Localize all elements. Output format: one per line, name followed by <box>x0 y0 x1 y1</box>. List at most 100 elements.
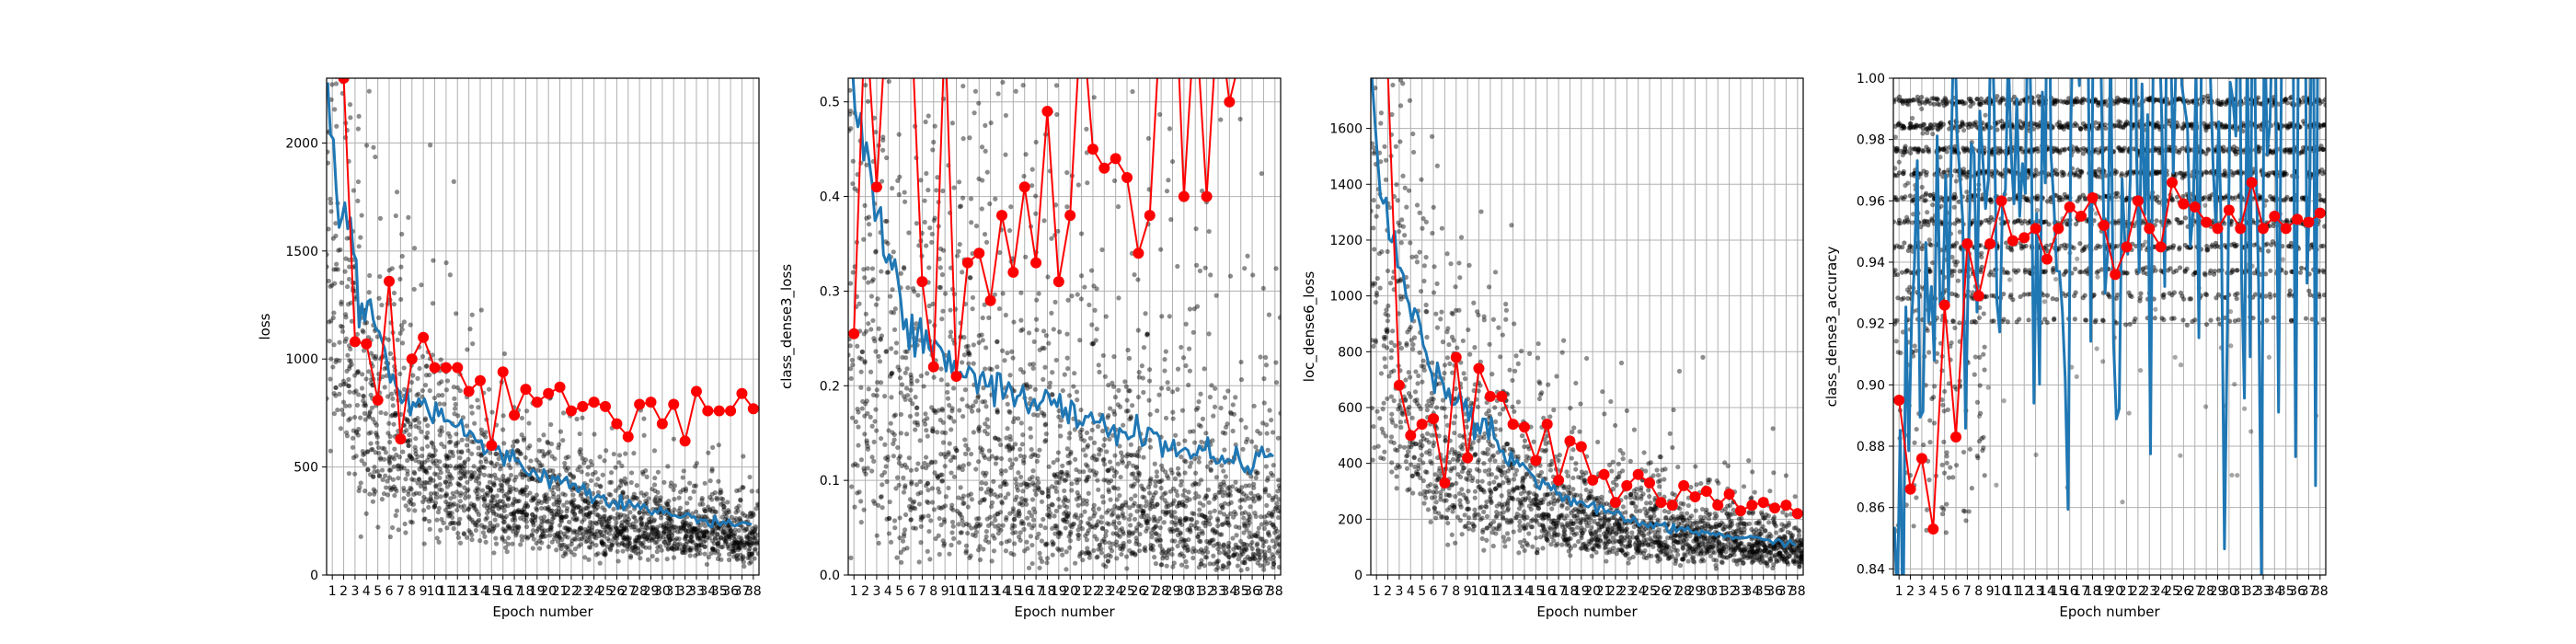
scatter-point <box>602 507 607 513</box>
scatter-point <box>1004 444 1009 450</box>
scatter-point <box>447 521 454 527</box>
scatter-point <box>469 312 475 317</box>
scatter-point <box>374 432 379 438</box>
scatter-point <box>617 531 623 537</box>
scatter-point <box>1106 382 1111 388</box>
scatter-point <box>1076 477 1082 482</box>
scatter-point <box>1249 534 1255 539</box>
scatter-point <box>702 480 707 486</box>
scatter-point <box>940 247 947 253</box>
scatter-point <box>1071 521 1076 527</box>
scatter-point <box>578 509 583 515</box>
scatter-point <box>671 487 676 492</box>
scatter-point <box>388 391 395 397</box>
scatter-point <box>1236 557 1241 562</box>
validation-point <box>1087 144 1098 155</box>
scatter-point <box>941 517 947 523</box>
scatter-point <box>1164 504 1169 510</box>
scatter-point <box>727 535 732 540</box>
scatter-point <box>613 523 618 530</box>
scatter-point <box>564 505 570 512</box>
scatter-point <box>682 546 687 552</box>
scatter-point <box>1262 549 1268 555</box>
scatter-point <box>975 393 981 399</box>
scatter-point <box>402 521 408 527</box>
validation-point <box>361 338 373 350</box>
scatter-point <box>719 489 724 495</box>
scatter-point <box>988 491 994 497</box>
scatter-point <box>987 514 993 520</box>
scatter-point <box>430 454 435 459</box>
scatter-point <box>1179 500 1185 505</box>
scatter-point <box>1264 431 1270 436</box>
scatter-point <box>411 418 417 423</box>
scatter-point <box>450 490 455 496</box>
scatter-point <box>1189 517 1195 523</box>
scatter-point <box>848 111 853 117</box>
scatter-point <box>926 500 931 505</box>
scatter-point <box>1056 479 1062 486</box>
validation-point <box>588 397 600 408</box>
scatter-point <box>1151 492 1156 498</box>
scatter-point <box>1148 546 1154 552</box>
scatter-point <box>1270 538 1275 544</box>
scatter-point <box>859 349 865 355</box>
scatter-point <box>715 532 720 537</box>
scatter-point <box>641 416 647 421</box>
scatter-point <box>933 409 938 416</box>
scatter-point <box>545 440 551 446</box>
scatter-point <box>1264 502 1270 509</box>
scatter-point <box>675 529 681 535</box>
scatter-point <box>363 143 370 148</box>
scatter-point <box>581 535 587 540</box>
scatter-point <box>365 449 371 454</box>
scatter-point <box>407 454 412 459</box>
scatter-point <box>716 537 721 543</box>
scatter-point <box>538 522 544 528</box>
scatter-point <box>1047 385 1052 390</box>
scatter-point <box>989 366 995 373</box>
scatter-point <box>704 529 709 535</box>
scatter-point <box>712 535 719 541</box>
scatter-point <box>499 513 504 519</box>
scatter-point <box>1110 531 1116 536</box>
scatter-point <box>356 426 362 432</box>
scatter-point <box>957 511 962 516</box>
scatter-point <box>376 295 382 301</box>
scatter-point <box>512 517 518 523</box>
validation-point <box>611 418 623 430</box>
scatter-point <box>1019 519 1025 524</box>
scatter-point <box>1265 560 1271 566</box>
scatter-point <box>415 454 420 460</box>
scatter-point <box>645 557 651 562</box>
scatter-point <box>747 551 753 557</box>
scatter-point <box>962 451 969 456</box>
scatter-point <box>1062 502 1067 509</box>
scatter-point <box>1267 556 1272 561</box>
scatter-point <box>533 477 538 483</box>
scatter-point <box>983 345 989 351</box>
validation-point <box>656 418 668 430</box>
x-tick-label: 30 <box>654 584 671 599</box>
scatter-point <box>558 514 564 521</box>
scatter-point <box>451 525 456 532</box>
scatter-point <box>737 488 742 493</box>
scatter-point <box>501 515 508 522</box>
scatter-point <box>602 513 607 519</box>
scatter-point <box>1159 463 1165 468</box>
scatter-point <box>623 481 628 487</box>
scatter-point <box>899 382 905 387</box>
scatter-point <box>548 524 554 530</box>
scatter-point <box>884 478 890 485</box>
scatter-point <box>1166 547 1172 553</box>
scatter-point <box>697 550 703 557</box>
scatter-point <box>1121 422 1126 428</box>
scatter-point <box>1227 492 1233 498</box>
scatter-point <box>530 512 535 518</box>
scatter-point <box>1231 514 1236 520</box>
scatter-point <box>914 405 920 410</box>
scatter-point <box>487 473 492 478</box>
scatter-point <box>918 373 924 379</box>
scatter-point <box>858 457 864 463</box>
scatter-point <box>1090 506 1097 512</box>
